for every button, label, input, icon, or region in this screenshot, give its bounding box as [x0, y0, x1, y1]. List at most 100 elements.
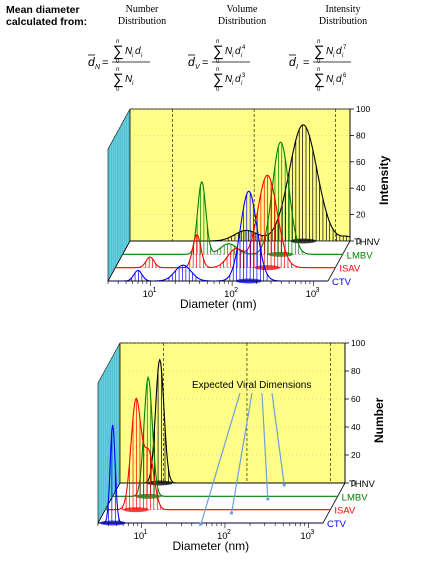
intensity-distribution-heading: Intensity Distribution — [318, 4, 368, 27]
x-tick-label-exp: 1 — [153, 287, 157, 294]
denominator-power: 6 — [343, 73, 347, 79]
x-tick-label-base: 10 — [300, 531, 311, 542]
x-tick-label-exp: 2 — [234, 287, 238, 294]
formula-lhs: d — [188, 55, 195, 69]
denominator-sum-bottom: 0 — [317, 87, 321, 93]
denominator-sum-bottom: 0 — [216, 87, 220, 93]
numerator-power: 4 — [242, 45, 246, 51]
formula-3: d I =n∑0N i d i7n∑0N i d i6 — [289, 39, 351, 93]
y-axis-label: Intensity — [377, 155, 391, 205]
numerator-term: N — [225, 46, 233, 57]
annotation-arrowhead — [229, 511, 234, 515]
x-tick-label-base: 10 — [306, 289, 317, 300]
x-tick-label-base: 10 — [224, 289, 235, 300]
annotation-arrowhead — [282, 483, 286, 487]
x-tick-label-base: 10 — [134, 531, 145, 542]
series-curve — [112, 375, 338, 497]
series-label-CTV: CTV — [332, 277, 352, 288]
y-axis-label: Number — [372, 397, 386, 443]
denominator-d: d — [235, 74, 241, 85]
formula-lhs-sub: V — [195, 64, 201, 71]
series-label-ISAV: ISAV — [339, 264, 361, 275]
denominator-sum-bottom: 0 — [116, 87, 120, 93]
floor — [107, 240, 351, 282]
denominator-sum-top: n — [116, 67, 120, 73]
numerator-term-sub: i — [333, 53, 335, 59]
annotation-arrowhead — [199, 522, 203, 526]
series-label-THNV: THNV — [349, 479, 376, 490]
series-label-ISAV: ISAV — [334, 506, 356, 517]
mean-marker — [146, 480, 173, 486]
numerator-term-sub: i — [132, 53, 134, 59]
denominator-d: d — [336, 74, 342, 85]
x-axis-label: Diameter (nm) — [173, 539, 250, 553]
mean-diameter-formulas: d N =n∑0N i d in∑0N id V =n∑0N i d i4n∑0N i d i3d I =n∑0… — [88, 39, 351, 93]
numerator-d-sub: i — [342, 53, 344, 59]
formula-lhs-sub: N — [95, 64, 101, 71]
y-tick-label: 80 — [356, 130, 366, 140]
numerator-sum-top: n — [216, 39, 220, 45]
numerator-term-sub: i — [232, 53, 234, 59]
y-tick-label: 20 — [351, 450, 361, 460]
x-tick-label-exp: 3 — [310, 529, 314, 536]
y-tick-label: 80 — [351, 366, 361, 376]
series-label-LMBV: LMBV — [347, 250, 374, 261]
denominator-term-sub: i — [333, 81, 335, 87]
numerator-term: N — [125, 46, 133, 57]
series-THNV — [120, 358, 345, 486]
denominator-sum-sigma: ∑ — [213, 71, 224, 88]
series-ISAV — [115, 174, 336, 271]
series-LMBV — [122, 141, 343, 257]
numerator-d-sub: i — [141, 53, 143, 59]
y-tick-label: 100 — [351, 338, 365, 348]
y-tick-label: 60 — [356, 157, 366, 167]
formula-equals: = — [303, 57, 309, 69]
y-tick-label: 40 — [356, 183, 366, 193]
y-tick-label: 0 — [356, 236, 361, 246]
denominator-d-sub: i — [342, 81, 344, 87]
x-tick-label-base: 10 — [143, 289, 154, 300]
annotation-arrow — [271, 392, 285, 486]
series-label-CTV: CTV — [327, 519, 347, 530]
series-curve — [115, 174, 336, 269]
number-distribution-heading: Number Distribution — [117, 4, 167, 27]
annotation-arrow — [261, 392, 269, 500]
formula-2: d V =n∑0N i d i4n∑0N i d i3 — [188, 39, 250, 93]
numerator-sum-top: n — [116, 39, 120, 45]
back-wall — [129, 108, 351, 242]
x-tick-label-base: 10 — [217, 531, 228, 542]
annotation-expected-viral-dimensions: Expected Viral Dimensions — [192, 380, 311, 391]
numerator-sum-bottom: 0 — [216, 59, 220, 65]
series-curve — [120, 358, 345, 484]
y-tick-label: 0 — [351, 478, 356, 488]
denominator-d-sub: i — [241, 81, 243, 87]
back-wall — [119, 342, 346, 484]
denominator-term: N — [225, 74, 233, 85]
numerator-d: d — [135, 46, 141, 57]
denominator-term: N — [326, 74, 334, 85]
series-ISAV — [105, 397, 331, 513]
annotation-arrowhead — [266, 497, 270, 501]
y-tick-label: 60 — [351, 394, 361, 404]
denominator-power: 3 — [242, 73, 246, 79]
numerator-sum-top: n — [317, 39, 321, 45]
mean-marker — [135, 493, 162, 499]
mean-marker — [254, 265, 281, 271]
numerator-sum-bottom: 0 — [116, 59, 120, 65]
x-tick-label-exp: 1 — [144, 529, 148, 536]
floor — [97, 482, 346, 524]
numerator-sum-sigma: ∑ — [113, 43, 124, 60]
formula-lhs: d — [88, 55, 95, 69]
numerator-d: d — [336, 46, 342, 57]
annotation-arrow — [200, 392, 241, 525]
denominator-term-sub: i — [132, 81, 134, 87]
numerator-d: d — [235, 46, 241, 57]
numerator-power: 7 — [343, 45, 347, 51]
formula-lhs: d — [289, 55, 296, 69]
mean-marker — [267, 251, 294, 257]
mean-diameter-label: Mean diameter calculated from: — [6, 4, 88, 28]
annotation-arrow — [230, 392, 253, 514]
x-tick-label-exp: 2 — [227, 529, 231, 536]
